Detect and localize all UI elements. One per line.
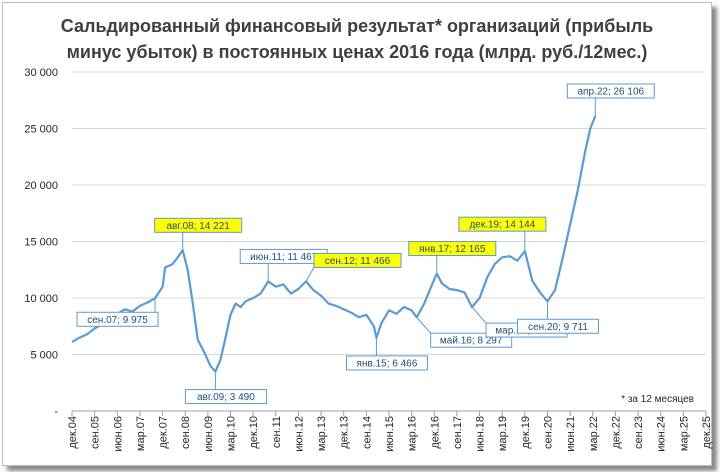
annotation-box [154, 217, 243, 233]
annotation-box [184, 389, 267, 405]
x-tick-label: мар.22 [588, 416, 600, 451]
x-tick-label: июн.09 [203, 416, 215, 452]
x-tick-label: июн.18 [475, 416, 487, 452]
x-tick-label: дек.25 [701, 416, 713, 449]
annotation-label: сен.12; 11 466 [325, 256, 391, 267]
annotation-label: июн.11; 11 467 [250, 252, 318, 263]
annotation-label: янв.15; 6 466 [357, 358, 418, 369]
x-tick-label: сен.08 [180, 416, 192, 449]
annotation-label: дек.19; 14 144 [469, 220, 535, 231]
chart-frame: Сальдированный финансовый результат* орг… [2, 2, 712, 466]
x-tick-label: сен.05 [90, 416, 102, 449]
annotation-box [408, 241, 497, 257]
x-tick-label: июн.06 [112, 416, 124, 452]
x-tick-label: сен.14 [361, 416, 373, 449]
x-tick-label: мар.13 [316, 416, 328, 451]
x-tick-label: мар.10 [226, 416, 238, 451]
annotation-label: авг.09; 3 490 [197, 392, 255, 403]
y-tick-label: 15 000 [24, 237, 58, 249]
x-tick-label: дек.07 [158, 416, 170, 449]
chart-title-line1: Сальдированный финансовый результат* орг… [60, 16, 654, 36]
annotation-box [517, 318, 599, 334]
x-tick-label: дек.16 [429, 416, 441, 449]
x-tick-label: сен.20 [543, 416, 555, 449]
annotation-label: май.16; 8 297 [440, 336, 503, 347]
x-tick-label: дек.13 [339, 416, 351, 449]
x-tick-label: июн.21 [565, 416, 577, 452]
x-tick-label: мар.16 [407, 416, 419, 451]
y-tick-label: 10 000 [24, 293, 58, 305]
annotation-leader [471, 306, 487, 324]
x-tick-label: сен.23 [633, 416, 645, 449]
annotation-label: янв.17; 12 165 [419, 244, 486, 255]
annotation-leader [416, 316, 432, 334]
annotation-box [76, 311, 159, 327]
x-tick-label: дек.22 [610, 416, 622, 449]
series-line [71, 115, 597, 373]
annotation-label: авг.08; 14 221 [167, 221, 231, 232]
x-tick-label: июн.12 [293, 416, 305, 452]
x-tick-label: июн.15 [384, 416, 396, 452]
x-tick-label: сен.17 [452, 416, 464, 449]
annotation-box [345, 355, 428, 371]
footnote: * за 12 месяцев [621, 394, 694, 405]
x-tick-label: дек.19 [520, 416, 532, 449]
x-tick-label: дек.04 [67, 416, 79, 449]
y-tick-label: 25 000 [24, 124, 58, 136]
annotation-box [566, 83, 655, 99]
x-tick-label: мар.25 [678, 416, 690, 451]
annotation-leader [305, 267, 315, 282]
x-tick-label: июн.24 [656, 416, 668, 452]
annotation-box [458, 216, 547, 232]
x-tick-label: мар.19 [497, 416, 509, 451]
y-tick-label: 30 000 [24, 67, 58, 79]
x-tick-label: сен.11 [271, 416, 283, 448]
chart-title-line2: минус убыток) в постоянных ценах 2016 го… [66, 42, 648, 62]
annotation-box [313, 252, 402, 268]
annotation-label: сен.20; 9 711 [528, 322, 588, 333]
x-tick-label: мар.07 [135, 416, 147, 451]
y-tick-label: - [54, 406, 58, 418]
chart-title: Сальдированный финансовый результат* орг… [3, 13, 711, 65]
annotation-label: апр.22; 26 106 [578, 87, 645, 98]
y-tick-label: 20 000 [24, 180, 58, 192]
x-tick-label: дек.10 [248, 416, 260, 449]
y-tick-label: 5 000 [30, 350, 58, 362]
annotation-label: сен.07; 9 975 [87, 315, 148, 326]
